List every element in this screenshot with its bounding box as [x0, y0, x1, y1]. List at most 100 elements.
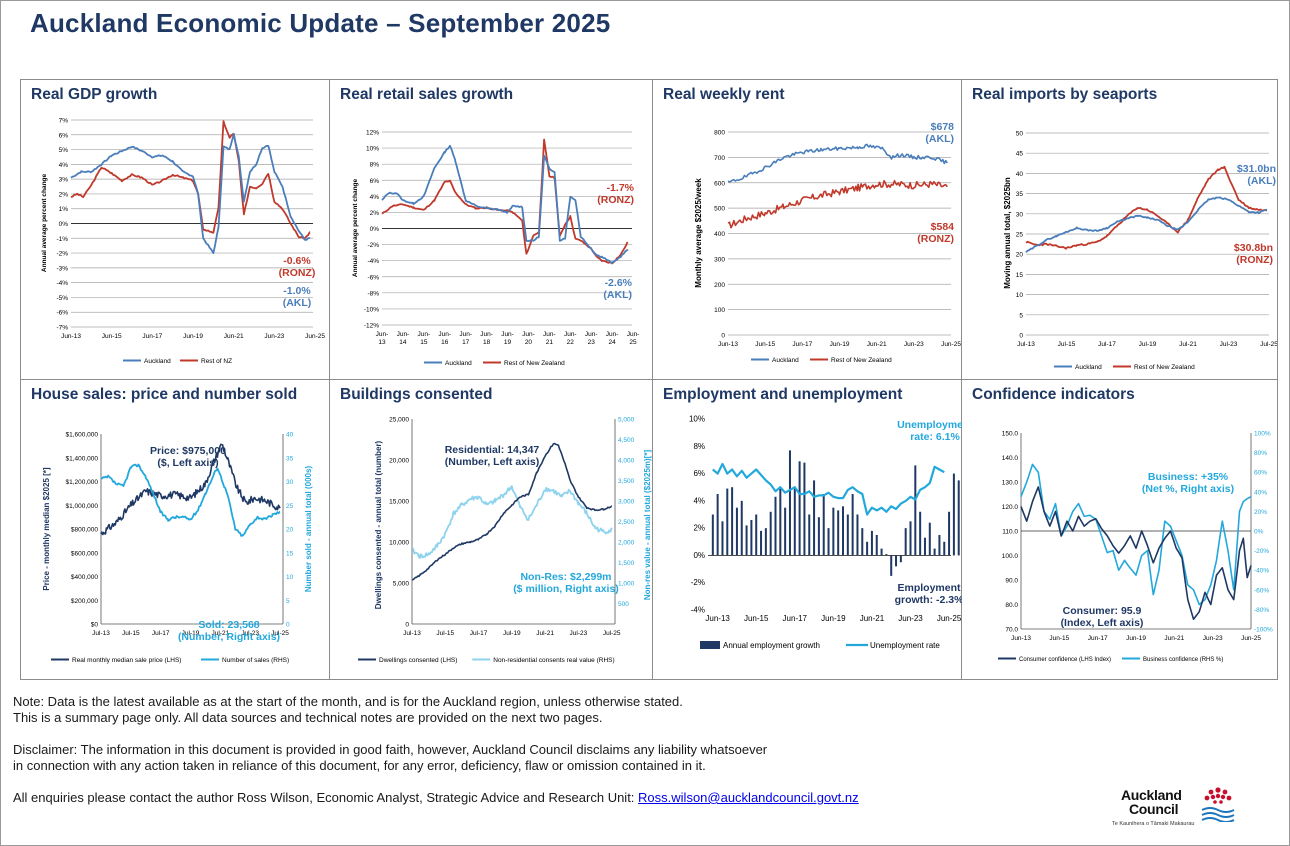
y-tick-label: 0: [405, 622, 409, 629]
y2-tick-label: 0: [286, 622, 290, 629]
panel-rent: Real weekly rent 800 700 600 500 400 300 200 10…: [653, 80, 962, 380]
note-line: Note: Data is the latest available as at…: [13, 694, 683, 709]
annotation: (Index, Left axis): [1061, 617, 1144, 629]
y-tick-label: 120.0: [1002, 504, 1019, 511]
x-tick-label: Jul-17: [1098, 341, 1116, 348]
employment-bar: [745, 525, 748, 556]
x-tick-label: 19: [504, 339, 512, 346]
y-tick-label: 5: [1019, 312, 1023, 319]
employment-bar: [793, 487, 796, 556]
y-tick-label: 15: [1016, 272, 1024, 279]
axis-title: Dwellings consented - annual total (numb…: [374, 440, 383, 609]
employment-bar: [952, 473, 955, 556]
x-tick-label: Jun-21: [224, 333, 244, 340]
annotation: (RONZ): [597, 194, 634, 206]
y-tick-label: 4%: [693, 496, 705, 505]
y-tick-label: -6%: [56, 310, 68, 317]
employment-bar: [885, 554, 888, 556]
house-chart: $1,600,000 $1,400,000 $1,200,000 $1,000,000…: [42, 432, 313, 665]
x-tick-label: Jun-19: [1126, 635, 1146, 642]
annotation: Price: $975,000: [150, 445, 226, 457]
employment-bar: [755, 514, 758, 556]
y-tick-label: 2%: [370, 210, 380, 217]
employment-bar: [788, 450, 791, 556]
x-tick-label: Jun-21: [1164, 635, 1184, 642]
contact-text: All enquiries please contact the author …: [13, 790, 639, 805]
akl-line: [381, 144, 629, 265]
y-tick-label: $400,000: [71, 574, 98, 581]
axis-title: Annual average percent change: [352, 178, 359, 277]
x-tick-label: Jun-19: [830, 341, 850, 348]
employment-bar: [842, 506, 844, 556]
y-tick-label: 600: [714, 180, 725, 187]
annotation: $30.8bn: [1234, 242, 1273, 254]
panel-house: House sales: price and number sold $1,60…: [21, 380, 330, 679]
y-tick-label: 400: [714, 231, 725, 238]
y-tick-label: $800,000: [71, 527, 98, 534]
y2-tick-label: -20%: [1254, 548, 1269, 555]
employment-bar: [832, 507, 835, 556]
y-tick-label: 10: [1016, 292, 1024, 299]
legend-label: Rest of New Zealand: [831, 357, 892, 364]
legend-label: Auckland: [772, 357, 799, 364]
akl-line: [727, 143, 948, 183]
disclaimer-line: Disclaimer: The information in this docu…: [13, 742, 768, 757]
y2-tick-label: 5: [286, 598, 290, 605]
y2-tick-label: 40: [286, 432, 294, 439]
y-tick-label: -5%: [56, 295, 68, 302]
x-tick-label: Jun-: [564, 331, 577, 338]
legend-swatch: [700, 641, 720, 649]
y-tick-label: $1,000,000: [65, 503, 98, 510]
buildings-chart: 25,000 20,000 15,000 10,000 5,000 0 5,000 4,500…: [358, 417, 652, 664]
y2-tick-label: -40%: [1254, 568, 1269, 575]
annotation: Employment: [897, 582, 961, 594]
x-tick-label: Jul-19: [503, 630, 521, 637]
y-tick-label: 5,000: [393, 581, 410, 588]
y-tick-label: 0%: [693, 551, 705, 560]
legend-label: Rest of New Zealand: [504, 360, 565, 367]
x-tick-label: Jun-: [480, 331, 493, 338]
y-tick-label: 200: [714, 282, 725, 289]
y-tick-label: 45: [1016, 151, 1024, 158]
annotation: (RONZ): [1236, 254, 1273, 266]
x-tick-label: Jun-23: [904, 341, 924, 348]
y2-tick-label: 3,000: [618, 499, 635, 506]
y-tick-label: -4%: [691, 606, 705, 615]
y2-tick-label: 3,500: [618, 478, 635, 485]
logo-name-line1: Auckland: [1121, 787, 1182, 803]
annotation: Consumer: 95.9: [1063, 605, 1142, 617]
y-tick-label: 6%: [59, 132, 69, 139]
y-tick-label: 30: [1016, 211, 1024, 218]
x-tick-label: Jun-15: [102, 333, 122, 340]
y2-tick-label: 100%: [1254, 431, 1271, 438]
y-tick-label: 25: [1016, 232, 1024, 239]
x-tick-label: 25: [629, 339, 637, 346]
y-tick-label: 5%: [59, 147, 69, 154]
email-link[interactable]: Ross.wilson@aucklandcouncil.govt.nz: [638, 790, 859, 805]
employment-bar: [861, 528, 864, 556]
y2-tick-label: 60%: [1254, 470, 1267, 477]
y-tick-label: -8%: [367, 290, 379, 297]
x-tick-label: Jul-13: [1017, 341, 1035, 348]
axis-title: Monthly average $2025/week: [694, 178, 703, 288]
x-tick-label: Jul-25: [1260, 341, 1277, 348]
logo-text: Auckland Council: [1121, 788, 1182, 816]
employment-bar: [803, 462, 806, 556]
employment-bar: [779, 487, 782, 556]
page-title: Auckland Economic Update – September 202…: [30, 8, 611, 38]
employment-bar: [711, 514, 714, 556]
chart-grid: Real GDP growth 7% 6% 5% 4% 3% 2% 1% 0% -1% -2% -3…: [20, 79, 1278, 680]
legend-label: Auckland: [144, 358, 171, 365]
y-tick-label: 100.0: [1002, 553, 1019, 560]
y2-tick-label: 1,500: [618, 560, 635, 567]
y-tick-label: 80.0: [1005, 602, 1018, 609]
x-tick-label: Jun-23: [264, 333, 284, 340]
y-tick-label: -6%: [367, 274, 379, 281]
x-tick-label: Jun-: [606, 331, 619, 338]
annotation: Non-Res: $2,299m: [520, 571, 611, 583]
y2-tick-label: 20%: [1254, 509, 1267, 516]
x-tick-label: Jun-21: [860, 614, 885, 623]
disclaimer-line: in connection with any action taken in r…: [13, 758, 706, 773]
